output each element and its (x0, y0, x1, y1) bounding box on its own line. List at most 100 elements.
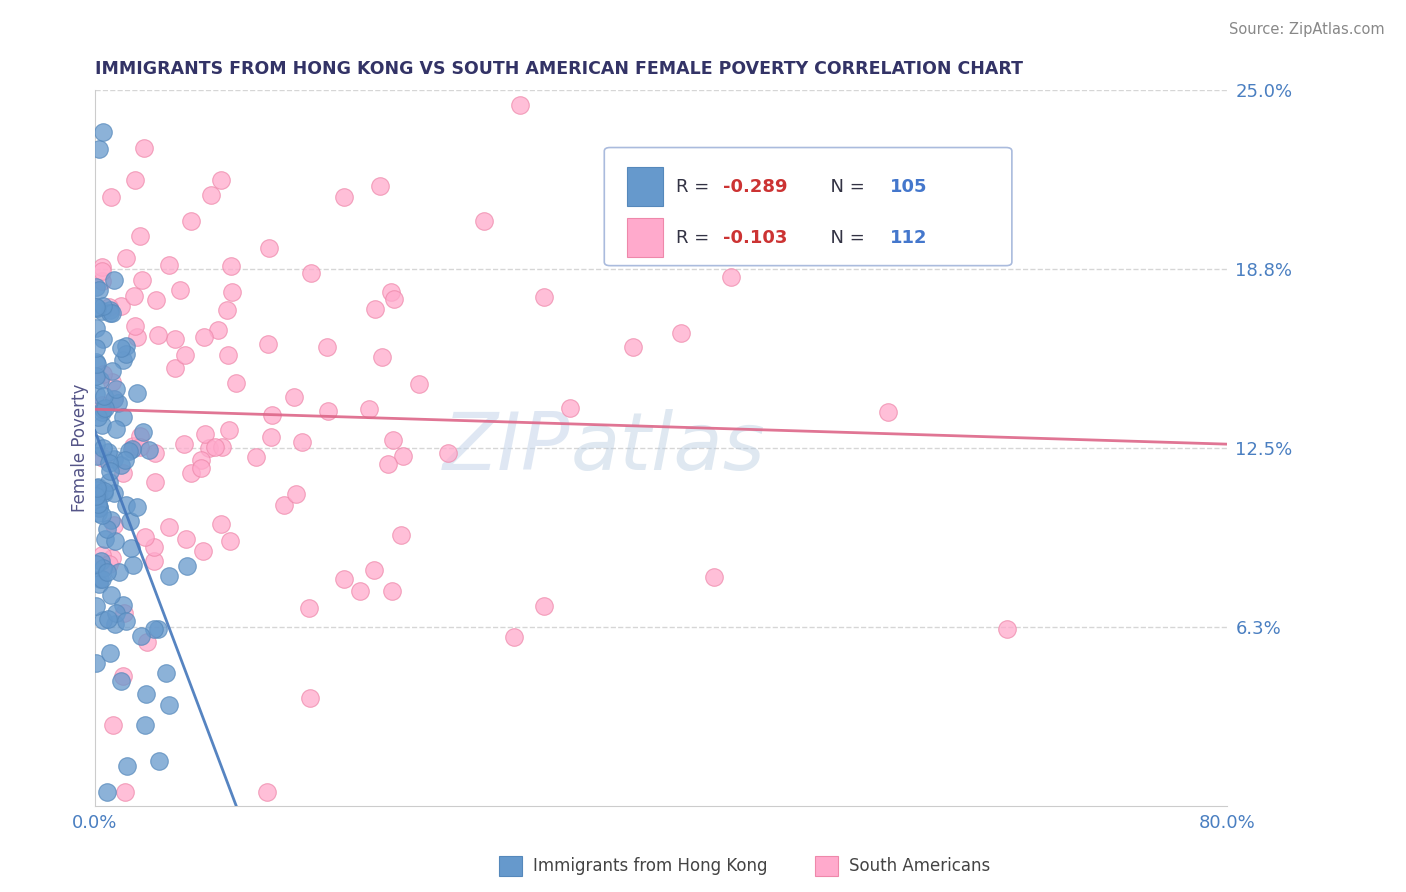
Point (87, 576, 110, 591)
Point (100, 305, 122, 319)
Text: N =: N = (820, 228, 870, 247)
Point (100, 306, 122, 320)
Point (219, 533, 242, 548)
Point (217, 348, 239, 362)
Point (509, 97, 531, 112)
Point (533, 290, 555, 304)
Point (96, 565, 118, 579)
Point (111, 409, 134, 424)
Point (191, 543, 214, 558)
Point (110, 299, 132, 313)
Point (377, 458, 399, 472)
Point (86, 321, 108, 335)
Point (262, 408, 284, 422)
Point (176, 559, 198, 574)
Point (87, 500, 110, 515)
Point (103, 485, 125, 500)
Text: atlas: atlas (571, 409, 765, 487)
Text: Source: ZipAtlas.com: Source: ZipAtlas.com (1229, 22, 1385, 37)
Point (93, 388, 115, 402)
Point (207, 323, 229, 337)
Point (877, 405, 900, 419)
Text: N =: N = (820, 178, 870, 195)
Point (91, 614, 114, 628)
Point (114, 785, 136, 799)
Point (142, 540, 165, 554)
Point (90, 549, 112, 563)
Point (104, 534, 127, 549)
Point (96, 785, 118, 799)
Point (115, 614, 138, 628)
Point (621, 340, 644, 354)
Point (101, 364, 124, 378)
Point (89, 373, 111, 387)
Point (219, 259, 242, 273)
Point (117, 759, 139, 773)
Point (145, 293, 167, 308)
Point (96, 522, 118, 536)
Point (111, 353, 134, 368)
FancyBboxPatch shape (627, 167, 664, 206)
Point (217, 303, 239, 318)
Point (283, 390, 305, 404)
Point (91, 451, 114, 466)
Point (110, 341, 132, 355)
Point (118, 444, 141, 458)
Point (104, 617, 127, 632)
Point (138, 443, 160, 458)
Point (98, 475, 121, 490)
Point (115, 251, 138, 265)
Point (84, 300, 107, 314)
Point (104, 382, 127, 396)
Point (173, 348, 195, 362)
Point (87, 480, 110, 494)
Point (135, 687, 157, 701)
Point (97, 558, 120, 572)
Point (157, 698, 180, 713)
Text: -0.289: -0.289 (723, 178, 787, 195)
Point (89, 572, 111, 586)
Point (91, 299, 114, 313)
Point (112, 669, 135, 683)
Point (190, 453, 212, 467)
Point (197, 441, 219, 455)
Point (169, 283, 191, 297)
Point (173, 436, 195, 450)
Point (209, 172, 232, 186)
Point (90, 264, 112, 278)
Point (91, 560, 114, 574)
Point (148, 755, 170, 769)
Point (472, 214, 495, 228)
Point (122, 439, 145, 453)
Point (110, 458, 132, 473)
Point (131, 425, 153, 439)
Point (84, 354, 107, 368)
Point (218, 423, 240, 437)
Point (382, 292, 405, 306)
Text: R =: R = (676, 228, 714, 247)
Point (89, 143, 111, 157)
Point (669, 326, 692, 340)
Point (97, 300, 120, 314)
Point (245, 450, 267, 464)
Point (84, 436, 107, 450)
Point (129, 429, 152, 443)
Point (103, 273, 125, 287)
Point (128, 441, 150, 455)
Point (93, 484, 115, 499)
Point (108, 565, 131, 579)
Point (165, 360, 187, 375)
Point (84, 656, 107, 670)
Point (389, 527, 412, 541)
Point (101, 550, 124, 565)
Point (298, 600, 321, 615)
Point (190, 461, 212, 475)
Point (333, 190, 356, 204)
Point (120, 541, 142, 556)
Point (381, 584, 404, 599)
Text: IMMIGRANTS FROM HONG KONG VS SOUTH AMERICAN FEMALE POVERTY CORRELATION CHART: IMMIGRANTS FROM HONG KONG VS SOUTH AMERI… (94, 60, 1022, 78)
Point (125, 500, 148, 515)
Point (103, 452, 125, 467)
Point (94, 401, 117, 415)
Point (105, 606, 128, 620)
